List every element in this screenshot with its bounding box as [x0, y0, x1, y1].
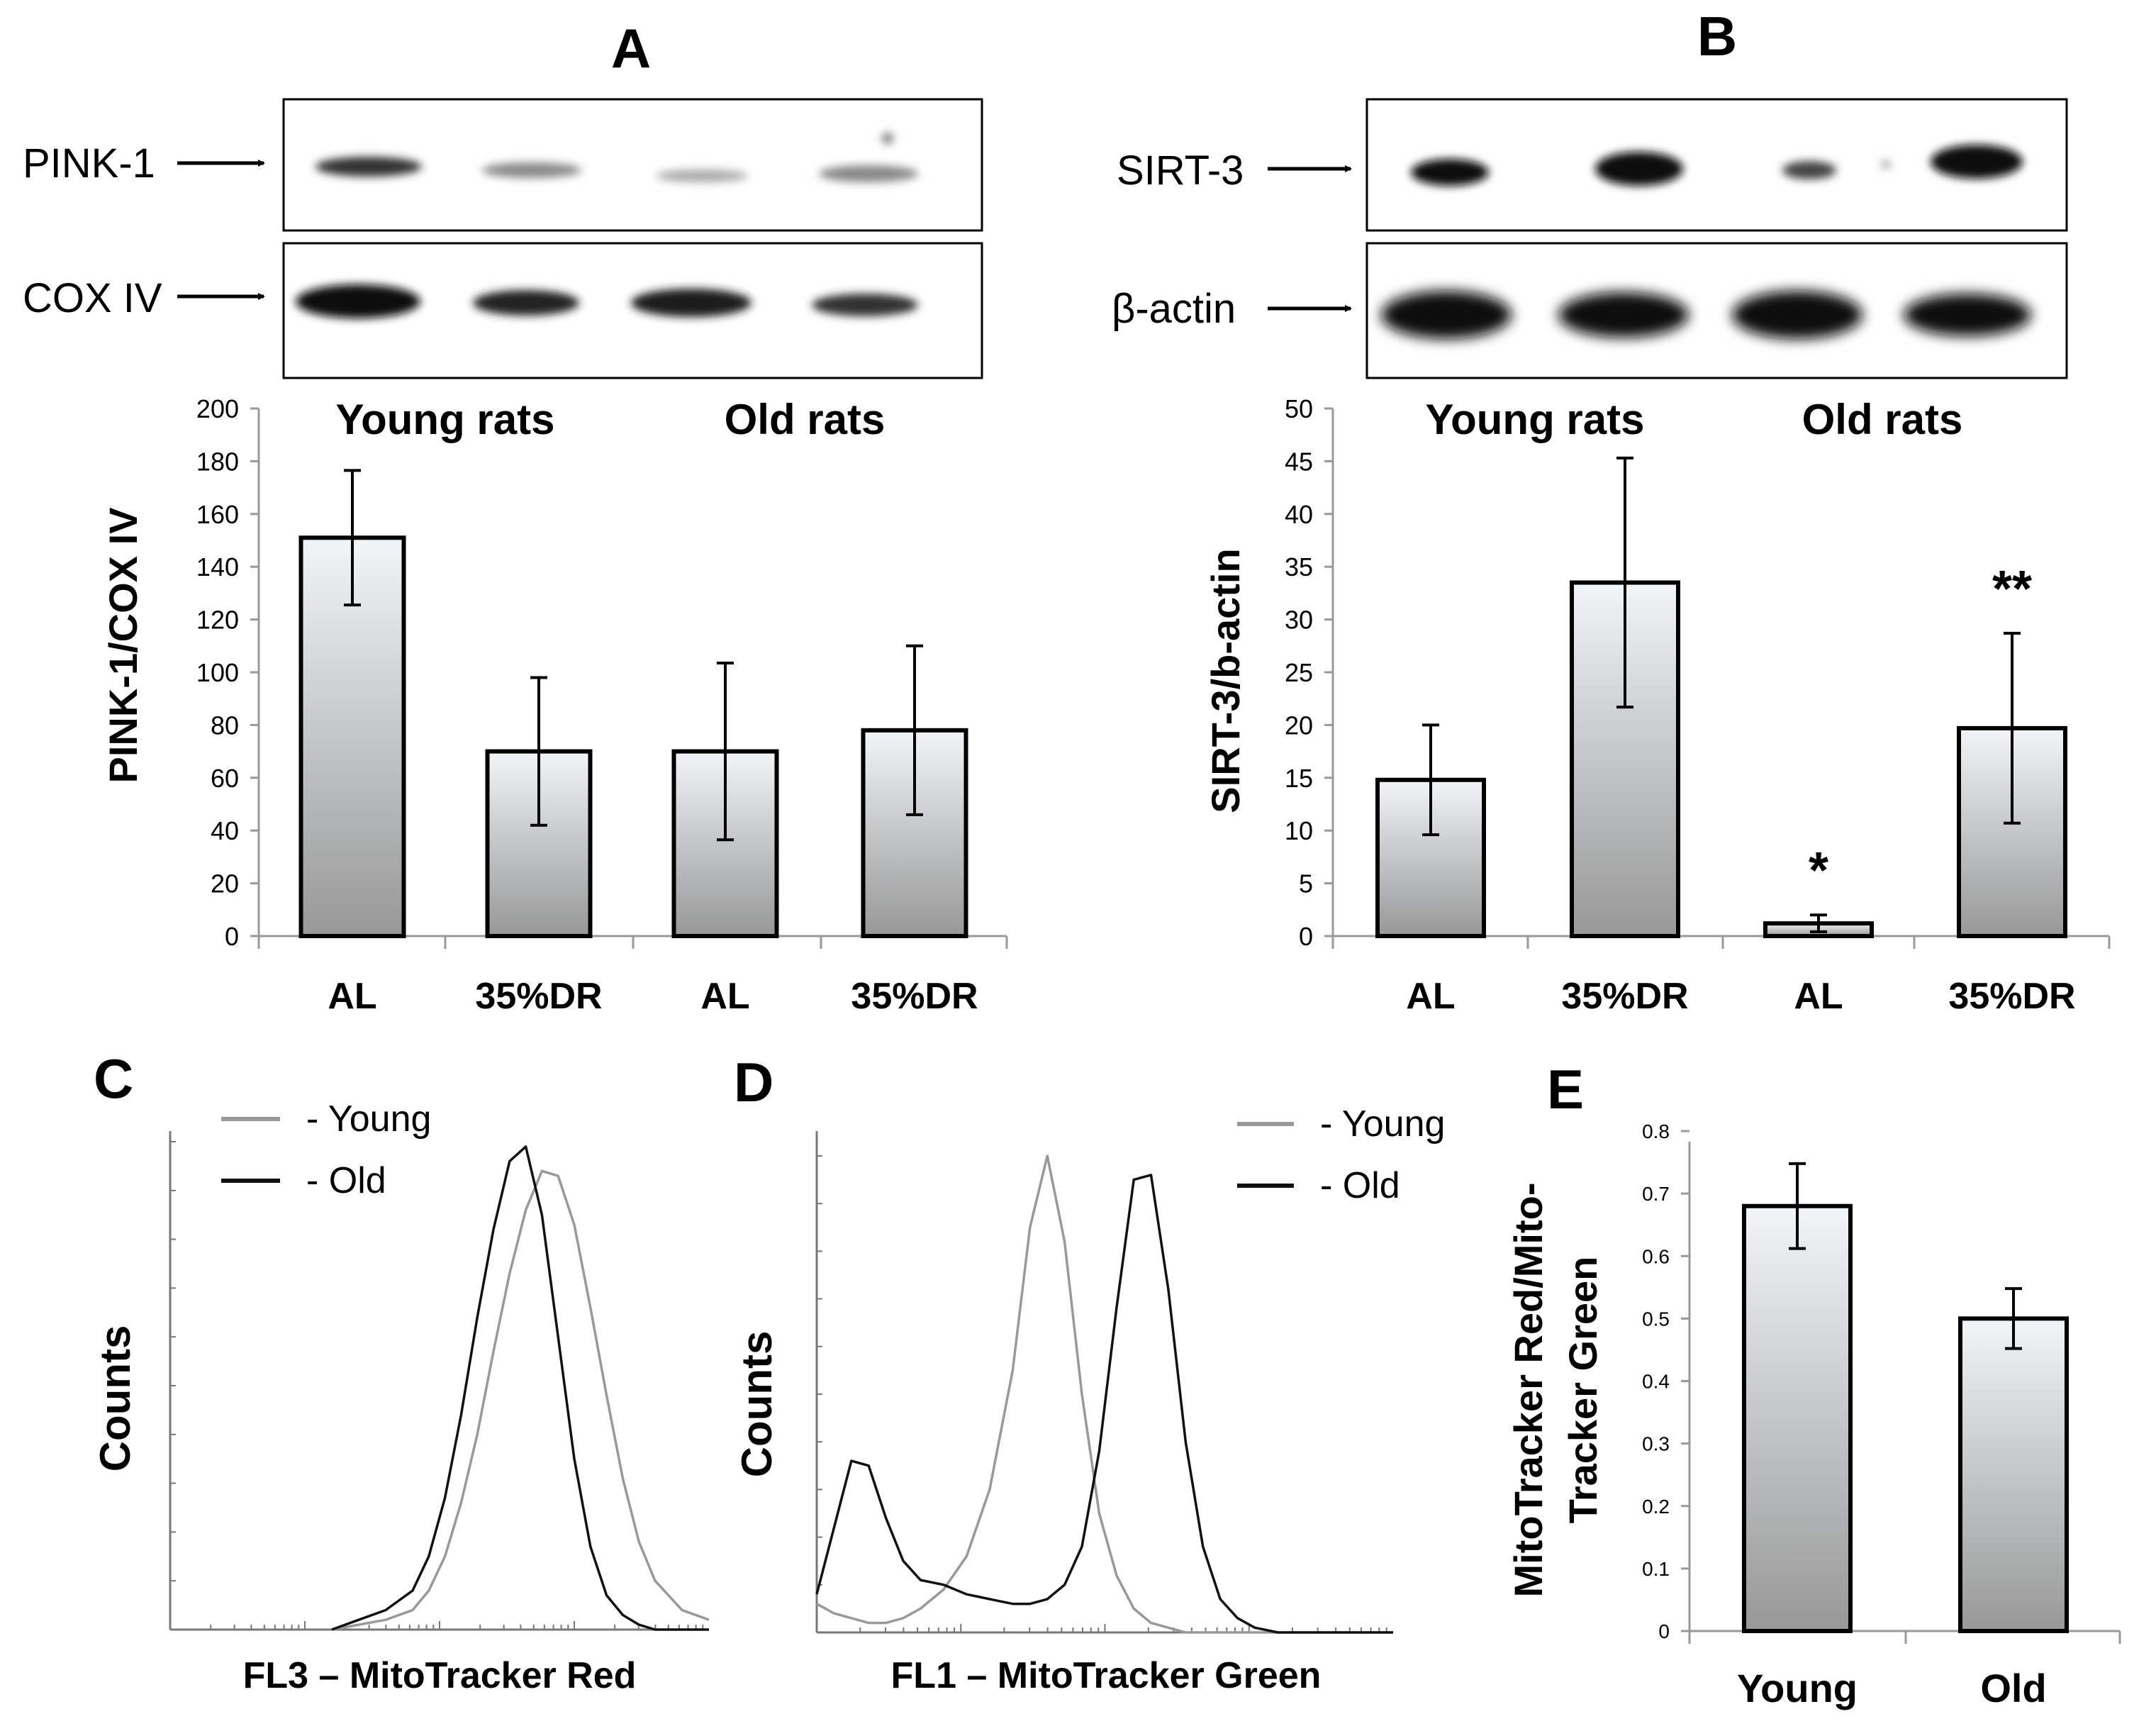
- panel-letter-e: E: [1547, 1058, 1584, 1120]
- chart-a-cat-label-4: 35%DR: [851, 976, 978, 1017]
- chart-a-group-label-young: Young rats: [336, 396, 555, 443]
- blot-b-bottom-label: β-actin: [1112, 286, 1236, 332]
- chart-a-cat-label-1: AL: [328, 976, 376, 1017]
- hist-d-line-young: [816, 1154, 1393, 1634]
- blot-a-bottom-label: COX IV: [23, 275, 162, 321]
- chart-b-cat-label-1: AL: [1406, 976, 1455, 1017]
- hist-d-y-axis-title: Counts: [733, 1331, 781, 1478]
- a-y-tick-label: 120: [196, 606, 239, 635]
- panel-letter-a: A: [611, 17, 651, 79]
- a-y-tick-label: 20: [211, 869, 239, 898]
- chart-a: Young rats Old rats PINK-1/COX IV 0 20 40 6…: [101, 394, 1008, 1017]
- b-y-tick-label: 20: [1285, 711, 1313, 740]
- hist-c-x-axis-title: FL3 – MitoTracker Red: [243, 1655, 637, 1696]
- blot-a-top-label: PINK-1: [23, 140, 155, 187]
- panel-letter-b: B: [1697, 5, 1737, 67]
- blot-a-bottom-bands: [296, 284, 918, 318]
- hist-c-y-axis-title: Counts: [91, 1325, 139, 1472]
- hist-c-legend-old: - Old: [306, 1160, 386, 1201]
- hist-c-line-young: [331, 1169, 710, 1631]
- blot-b-bottom-bands: [1381, 291, 2031, 339]
- b-y-tick-label: 15: [1285, 764, 1313, 793]
- e-y-tick-label: 0.1: [1642, 1558, 1670, 1580]
- chart-e-cat-label-old: Old: [1980, 1666, 2046, 1710]
- a-y-tick-label: 80: [211, 711, 239, 740]
- e-y-tick-label: 0: [1658, 1620, 1670, 1642]
- blot-b-top-bands: [1411, 145, 2023, 186]
- chart-e: MitoTracker Red/Mito- Tracker Green 0 0.1…: [1506, 1120, 2121, 1710]
- a-y-tick-label: 100: [196, 658, 239, 687]
- b-y-tick-label: 50: [1285, 394, 1313, 423]
- chart-e-y-axis-title-line-2: Tracker Green: [1560, 1257, 1605, 1524]
- b-y-tick-label: 45: [1285, 447, 1313, 476]
- hist-d-legend-old: - Old: [1320, 1165, 1400, 1206]
- e-y-tick-label: 0.5: [1642, 1308, 1670, 1330]
- chart-a-cat-label-3: AL: [700, 976, 749, 1017]
- a-y-tick-label: 180: [196, 447, 239, 476]
- histogram-c: - Young - Old Counts FL3 – MitoTracker R…: [91, 1098, 710, 1696]
- hist-d-legend-young: - Young: [1320, 1103, 1445, 1145]
- hist-c-legend-young: - Young: [306, 1098, 431, 1140]
- blot-b-top-label: SIRT-3: [1117, 148, 1244, 194]
- b-y-tick-label: 35: [1285, 552, 1313, 581]
- b-y-tick-label: 40: [1285, 500, 1313, 529]
- e-y-tick-label: 0.3: [1642, 1433, 1670, 1455]
- b-y-tick-label: 10: [1285, 816, 1313, 845]
- e-y-tick-label: 0.8: [1642, 1120, 1670, 1142]
- b-y-tick-label: 25: [1285, 658, 1313, 687]
- chart-e-y-axis-title-line-1: MitoTracker Red/Mito-: [1506, 1183, 1551, 1598]
- panel-letter-c: C: [94, 1047, 133, 1110]
- b-y-tick-label: 0: [1299, 922, 1313, 951]
- a-y-tick-label: 200: [196, 394, 239, 423]
- bar-35%DR: [861, 728, 968, 938]
- a-y-tick-label: 140: [196, 552, 239, 581]
- chart-b-cat-label-2: 35%DR: [1561, 976, 1688, 1017]
- histogram-d: - Young - Old Counts FL1 – MitoTracker G…: [733, 1103, 1445, 1696]
- bar-Young: [1742, 1203, 1853, 1633]
- e-y-tick-label: 0.6: [1642, 1245, 1670, 1267]
- western-blot-a: PINK-1 COX IV: [23, 98, 983, 379]
- chart-b: Young rats Old rats SIRT-3/b-actin 0 5 10 1…: [1203, 394, 2111, 1017]
- chart-b-y-axis-title: SIRT-3/b-actin: [1203, 548, 1248, 813]
- a-y-tick-label: 0: [225, 922, 239, 951]
- a-y-tick-label: 40: [211, 816, 239, 845]
- chart-a-group-label-old: Old rats: [725, 396, 886, 443]
- chart-e-cat-label-young: Young: [1737, 1666, 1858, 1710]
- chart-b-group-label-young: Young rats: [1426, 396, 1645, 443]
- a-y-tick-label: 60: [211, 764, 239, 793]
- blot-a-top-bands: [315, 133, 918, 182]
- chart-b-cat-label-4: 35%DR: [1948, 976, 2075, 1017]
- b-y-tick-label: 5: [1299, 869, 1313, 898]
- a-y-tick-label: 160: [196, 500, 239, 529]
- chart-a-y-axis-title: PINK-1/COX IV: [101, 508, 145, 784]
- e-y-tick-label: 0.4: [1642, 1371, 1670, 1393]
- chart-b-cat-label-3: AL: [1794, 976, 1843, 1017]
- panel-letter-d: D: [734, 1051, 773, 1113]
- b-y-tick-label: 30: [1285, 606, 1313, 635]
- western-blot-b: SIRT-3 β-actin: [1112, 98, 2068, 379]
- bar-Old: [1958, 1316, 2069, 1633]
- e-y-tick-label: 0.7: [1642, 1183, 1670, 1205]
- significance-marker: **: [1992, 561, 2032, 618]
- hist-c-line-old: [331, 1145, 709, 1631]
- significance-marker: *: [1809, 842, 1828, 899]
- hist-d-x-axis-title: FL1 – MitoTracker Green: [891, 1655, 1322, 1696]
- hist-d-line-old: [815, 1174, 1393, 1634]
- bar-AL: [298, 535, 406, 938]
- e-y-tick-label: 0.2: [1642, 1496, 1670, 1518]
- chart-b-group-label-old: Old rats: [1802, 396, 1963, 443]
- chart-a-cat-label-2: 35%DR: [475, 976, 602, 1017]
